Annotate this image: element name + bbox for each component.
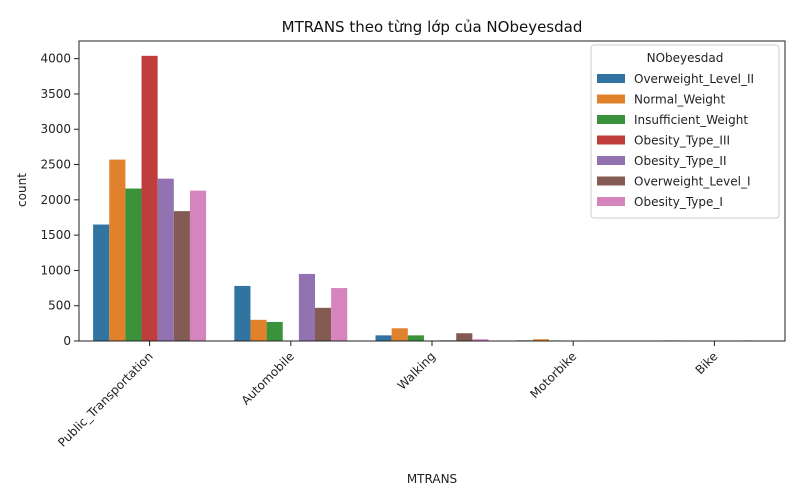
bar-obesity-type-ii-public-transportation: [157, 178, 174, 341]
chart-title: MTRANS theo từng lớp của NObeyesdad: [282, 18, 583, 36]
y-tick-label: 4000: [40, 52, 71, 66]
legend-swatch: [597, 197, 625, 206]
legend-items: Overweight_Level_II Normal_Weight Insuffic…: [597, 72, 754, 209]
legend-swatch: [597, 176, 625, 186]
y-tick-label: 2000: [40, 193, 71, 207]
legend-label: Insufficient_Weight: [634, 113, 748, 127]
bar-overweight-level-ii-public-transportation: [93, 224, 110, 341]
plot-frame: [78, 40, 786, 342]
legend-swatch: [597, 94, 625, 104]
bar-normal-weight-motorbike: [532, 339, 549, 341]
legend-label: Obesity_Type_I: [634, 195, 723, 209]
bar-overweight-level-i-public-transportation: [173, 211, 190, 341]
x-axis: Public_Transportation Automobile Walking Mo…: [55, 341, 721, 450]
y-tick-label: 0: [63, 334, 71, 348]
legend-swatch: [597, 115, 625, 124]
bars-layer: [93, 55, 771, 342]
x-axis-title: MTRANS: [407, 472, 457, 486]
bar-obesity-type-ii-automobile: [298, 273, 316, 341]
legend: NObeyesdad Overweight_Level_II Normal_Wei…: [590, 44, 780, 219]
legend-label: Overweight_Level_I: [634, 175, 751, 189]
y-tick-label: 1500: [40, 228, 71, 242]
x-tick-label: Automobile: [239, 349, 297, 407]
y-tick-label: 500: [48, 299, 71, 313]
bar-insufficient-weight-public-transportation: [125, 188, 142, 341]
legend-swatch: [597, 74, 625, 83]
y-tick-label: 3000: [40, 122, 71, 136]
bar-insufficient-weight-walking: [407, 335, 424, 341]
bar-normal-weight-automobile: [250, 319, 267, 341]
legend-label: Normal_Weight: [634, 93, 726, 107]
legend-label: Obesity_Type_II: [634, 154, 726, 168]
y-tick-label: 1000: [40, 263, 71, 277]
legend-swatch: [597, 135, 625, 145]
y-tick-label: 2500: [40, 158, 71, 172]
bar-overweight-level-ii-walking: [375, 335, 392, 341]
x-tick-label: Public_Transportation: [55, 349, 156, 450]
bar-overweight-level-ii-automobile: [234, 285, 251, 341]
bar-normal-weight-public-transportation: [109, 159, 126, 341]
y-axis-title: count: [15, 173, 29, 207]
bar-obesity-type-i-automobile: [331, 288, 348, 341]
bar-obesity-type-iii-public-transportation: [141, 55, 158, 342]
legend-box: [590, 44, 780, 219]
legend-swatch: [597, 156, 625, 165]
bar-overweight-level-i-automobile: [315, 307, 332, 341]
bar-normal-weight-walking: [391, 328, 408, 341]
legend-title: NObeyesdad: [647, 51, 724, 65]
legend-label: Overweight_Level_II: [634, 72, 754, 86]
x-tick-label: Walking: [395, 349, 438, 392]
x-tick-label: Bike: [693, 349, 721, 377]
bar-obesity-type-i-walking: [472, 339, 489, 341]
x-tick-label: Motorbike: [527, 349, 579, 401]
y-tick-label: 3500: [40, 87, 71, 101]
legend-label: Obesity_Type_III: [634, 134, 730, 148]
bar-insufficient-weight-automobile: [266, 321, 283, 341]
bar-obesity-type-i-public-transportation: [189, 190, 207, 341]
y-axis: 0 500 1000 1500 2000 2500 3000 3500 4000: [40, 52, 79, 348]
bar-overweight-level-i-walking: [456, 333, 473, 341]
